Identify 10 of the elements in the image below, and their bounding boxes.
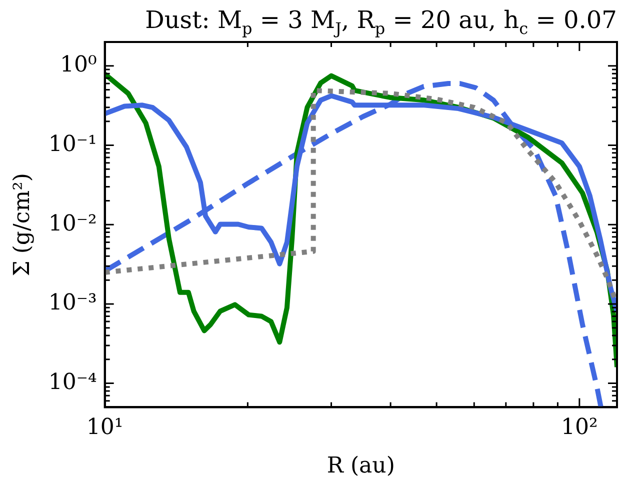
y-tick-label: 10⁻⁴ — [48, 370, 97, 396]
x-tick-label: 10² — [561, 415, 598, 440]
y-axis-title: Σ (g/cm²) — [10, 172, 35, 276]
chart-title: Dust: M$_{p}$ = 3 M$_{J}$, R$_{p}$ = 20 au, h$_{c}$ = 0.07 — [145, 6, 617, 38]
y-tick-label: 10⁻² — [48, 211, 97, 236]
x-axis-title: R (au) — [326, 454, 395, 479]
y-tick-label: 10⁻³ — [48, 290, 97, 316]
y-tick-label: 10⁻¹ — [48, 132, 97, 157]
x-tick-label: 10¹ — [86, 415, 124, 440]
y-tick-label: 10⁰ — [60, 52, 97, 78]
